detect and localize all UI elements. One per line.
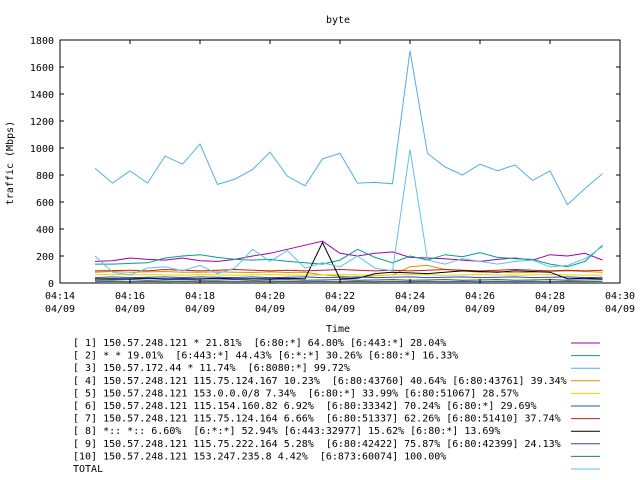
legend-label: TOTAL: [73, 464, 103, 475]
x-tick-label-date: 04/09: [45, 304, 75, 315]
series-line-11: [94, 149, 603, 276]
x-tick-label-date: 04/09: [535, 304, 565, 315]
chart-title: byte: [326, 15, 350, 26]
plot-frame: [59, 39, 621, 284]
x-tick-label-date: 04/09: [325, 304, 355, 315]
legend-label: [10] 150.57.248.121 153.247.235.8 4.42% …: [73, 451, 446, 462]
legend-label: [ 5] 150.57.248.121 153.0.0.0/8 7.34% [6…: [73, 388, 519, 399]
y-tick-label: 800: [36, 171, 54, 182]
x-tick-label-time: 04:16: [115, 291, 145, 302]
x-tick-label-time: 04:22: [325, 291, 355, 302]
legend: [ 1] 150.57.248.121 * 21.81% [6:80:*] 64…: [73, 338, 600, 475]
legend-label: [ 3] 150.57.172.44 * 11.74% [6:8080:*] 9…: [73, 363, 350, 374]
series-line-2: [95, 244, 603, 268]
y-tick-label: 400: [36, 225, 54, 236]
legend-label: [ 8] *:: *:: 6.60% [6:*:*] 52.94% [6:443…: [73, 426, 500, 437]
series-line-7: [94, 268, 603, 272]
x-tick-label-time: 04:28: [535, 291, 565, 302]
x-tick-label-date: 04/09: [255, 304, 285, 315]
y-axis-label: traffic (Mbps): [5, 121, 16, 205]
series-line-1: [94, 240, 603, 262]
y-tick-label: 600: [36, 198, 54, 209]
x-tick-label-time: 04:24: [395, 291, 425, 302]
legend-label: [ 1] 150.57.248.121 * 21.81% [6:80:*] 64…: [73, 338, 446, 349]
legend-label: [ 6] 150.57.248.121 115.154.160.82 6.92%…: [73, 401, 537, 412]
y-tick-label: 1400: [30, 90, 54, 101]
y-tick-label: 1200: [30, 117, 54, 128]
x-tick-label-time: 04:14: [45, 291, 75, 302]
y-tick-label: 1600: [30, 63, 54, 74]
series-line-3: [94, 50, 603, 206]
x-tick-label-date: 04/09: [465, 304, 495, 315]
series-lines: [94, 50, 603, 283]
series-line-5: [94, 273, 603, 276]
legend-label: [ 2] * * 19.01% [6:443:*] 44.43% [6:*:*]…: [73, 351, 458, 362]
y-tick-label: 0: [48, 279, 54, 290]
x-tick-label-time: 04:30: [605, 291, 635, 302]
y-tick-label: 1800: [30, 36, 54, 47]
x-tick-label-time: 04:18: [185, 291, 215, 302]
x-tick-label-time: 04:26: [465, 291, 495, 302]
x-tick-label-date: 04/09: [395, 304, 425, 315]
legend-label: [ 9] 150.57.248.121 115.75.222.164 5.28%…: [73, 439, 561, 450]
legend-label: [ 7] 150.57.248.121 115.75.124.164 6.66%…: [73, 414, 561, 425]
x-tick-label-time: 04:20: [255, 291, 285, 302]
y-tick-label: 200: [36, 252, 54, 263]
x-tick-label-date: 04/09: [115, 304, 145, 315]
x-tick-label-date: 04/09: [605, 304, 635, 315]
series-line-9: [94, 279, 603, 281]
legend-label: [ 4] 150.57.248.121 115.75.124.167 10.23…: [73, 376, 567, 387]
axis-ticks: 0 200 400 600 800 1000 1200 1400 1600 1800 04:14 04…: [30, 36, 635, 315]
x-tick-label-date: 04/09: [185, 304, 215, 315]
x-axis-label: Time: [326, 324, 350, 335]
series-line-8: [94, 241, 603, 280]
y-tick-label: 1000: [30, 144, 54, 155]
series-line-6: [94, 276, 603, 279]
